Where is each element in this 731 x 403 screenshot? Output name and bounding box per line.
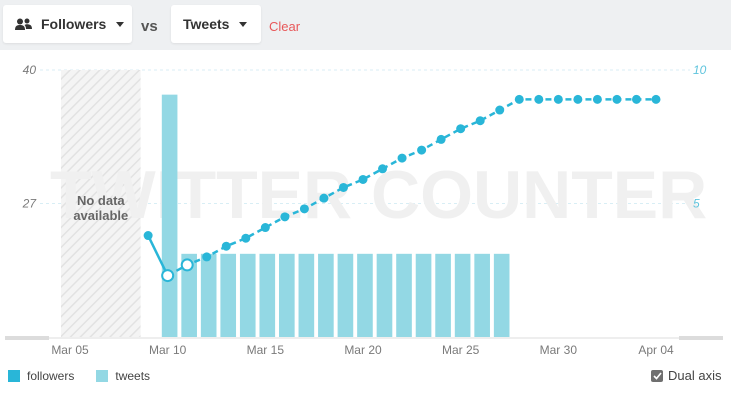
tweets-bar [298,253,315,337]
tweets-bar [493,253,510,337]
followers-point [280,212,290,222]
x-axis-tick: Mar 15 [247,343,285,357]
checkbox-checked-icon[interactable] [651,369,663,382]
x-axis-tick: Mar 10 [149,343,187,357]
tweets-bar [259,253,276,337]
no-data-label: No data [77,193,125,208]
tweets-bar [200,253,217,337]
followers-point [397,153,407,163]
left-axis-stub [5,336,49,340]
vs-label: vs [141,18,158,35]
metric-b-dropdown[interactable]: Tweets [171,5,261,43]
right-axis-tick: 10 [693,63,707,77]
x-axis-tick: Apr 04 [638,343,674,357]
followers-point [241,233,251,243]
legend-swatch [96,370,109,382]
legend-item-tweets[interactable]: tweets [96,369,150,383]
tweets-bar [337,253,354,337]
chart-legend: followers tweets [8,369,172,383]
tweets-bar [220,253,237,337]
legend-label: tweets [115,369,151,383]
no-data-label: available [73,208,128,223]
followers-point [143,231,153,241]
followers-point [260,223,270,233]
dual-axis-label: Dual axis [668,368,722,383]
chevron-down-icon [239,21,248,27]
followers-point [221,241,231,251]
x-axis-tick: Mar 25 [442,343,480,357]
tweets-bar [181,253,197,337]
legend-item-followers[interactable]: followers [8,369,74,383]
chevron-down-icon [116,21,125,27]
tweets-bar [396,253,412,337]
legend-label: followers [27,369,75,383]
tweets-bar [161,94,178,337]
metric-a-dropdown[interactable]: Followers [3,5,132,43]
followers-point [436,134,446,144]
followers-point [161,269,175,283]
followers-point [475,116,485,126]
followers-point [514,94,524,104]
tweets-bar [415,253,432,337]
followers-point [319,193,329,203]
left-axis-tick: 27 [22,197,38,211]
followers-point [338,182,348,192]
tweets-bar [239,253,256,337]
legend-swatch [8,370,20,382]
right-axis-tick: 5 [693,197,700,211]
followers-point [651,94,661,104]
tweets-bar [474,253,490,337]
followers-point [631,94,641,104]
followers-point [180,258,194,272]
left-axis-tick: 40 [23,63,37,77]
followers-point [495,105,505,115]
followers-point [534,94,544,104]
followers-point [299,204,309,214]
followers-point [417,145,427,155]
followers-point [592,94,602,104]
followers-point [358,174,368,184]
tweets-bar [357,253,373,337]
right-axis-stub [679,336,723,340]
users-icon [15,18,32,31]
x-axis-tick: Mar 30 [540,343,578,357]
followers-point [573,94,583,104]
followers-point [202,252,212,262]
tweets-bar [376,253,393,337]
x-axis-tick: Mar 20 [344,343,382,357]
followers-point [553,94,563,104]
followers-point [456,124,466,134]
tweets-bar [454,253,471,337]
tweets-bar [435,253,451,337]
metric-a-label: Followers [41,16,107,32]
followers-point [612,94,622,104]
x-axis-tick: Mar 05 [51,343,89,357]
followers-line [147,234,169,277]
followers-point [378,164,388,174]
dual-axis-toggle[interactable]: Dual axis [651,368,721,383]
no-data-region [61,70,141,337]
metric-b-label: Tweets [183,16,230,32]
tweets-bar [279,253,295,337]
clear-button[interactable]: Clear [269,19,301,34]
tweets-bar [318,253,334,337]
